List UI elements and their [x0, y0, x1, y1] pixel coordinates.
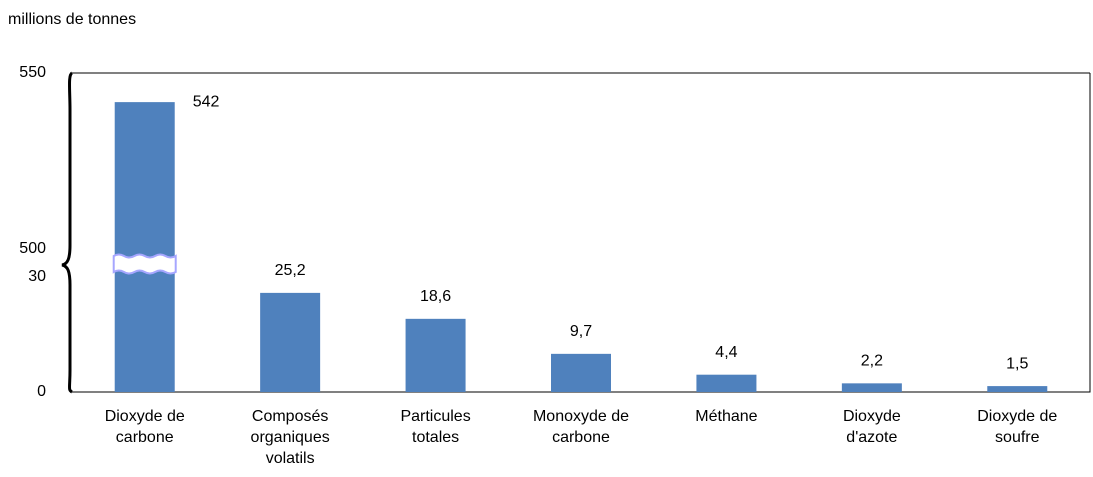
data-label: 1,5 — [1006, 355, 1028, 372]
x-tick-label: Dioxyde de carbone — [105, 408, 185, 446]
axis-break-gap — [112, 253, 177, 275]
axis-brace — [61, 71, 74, 394]
y-tick-label: 500 — [19, 240, 46, 257]
data-label: 18,6 — [420, 288, 451, 305]
data-label: 2,2 — [861, 353, 883, 370]
y-tick-label: 30 — [28, 268, 46, 285]
data-label: 542 — [193, 93, 220, 110]
x-tick-label: Méthane — [695, 408, 757, 425]
x-tick-label: Dioxyde de soufre — [977, 408, 1057, 446]
bar — [551, 353, 611, 392]
data-label: 25,2 — [275, 262, 306, 279]
y-tick-label: 550 — [19, 64, 46, 81]
x-tick-label: Dioxyde d'azote — [843, 408, 901, 446]
plot-frame — [72, 72, 1091, 393]
x-tick-label: Monoxyde de carbone — [533, 408, 629, 446]
x-tick-label: Particules totales — [400, 408, 470, 446]
bar — [405, 318, 466, 392]
bar — [987, 386, 1048, 392]
bar — [114, 102, 175, 393]
x-tick-label: Composés organiques volatils — [251, 408, 330, 467]
bar — [260, 292, 321, 392]
bar — [696, 374, 757, 392]
y-tick-label: 0 — [37, 383, 46, 400]
y-axis-label: millions de tonnes — [8, 11, 136, 28]
data-label: 9,7 — [570, 323, 592, 340]
bar — [841, 383, 902, 392]
data-label: 4,4 — [715, 344, 737, 361]
